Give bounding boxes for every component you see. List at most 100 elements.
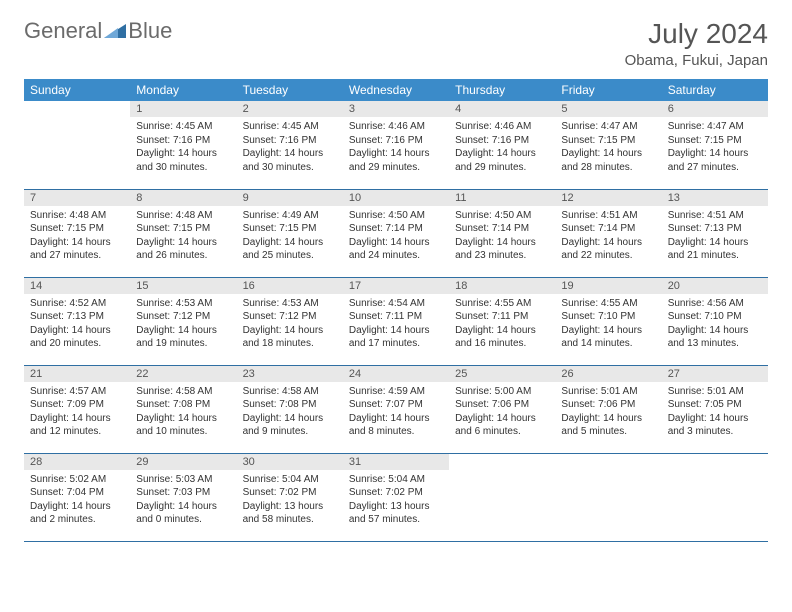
day-body: Sunrise: 4:48 AMSunset: 7:15 PMDaylight:… <box>24 206 130 269</box>
daylight-line1: Daylight: 14 hours <box>455 236 549 250</box>
day-number: 20 <box>662 278 768 294</box>
day-number: 21 <box>24 366 130 382</box>
calendar-cell: 14Sunrise: 4:52 AMSunset: 7:13 PMDayligh… <box>24 277 130 365</box>
sunrise: Sunrise: 4:55 AM <box>455 297 549 311</box>
day-number: 22 <box>130 366 236 382</box>
day-body: Sunrise: 5:01 AMSunset: 7:05 PMDaylight:… <box>662 382 768 445</box>
sunrise: Sunrise: 4:57 AM <box>30 385 124 399</box>
sunrise: Sunrise: 4:47 AM <box>561 120 655 134</box>
daylight-line1: Daylight: 14 hours <box>136 324 230 338</box>
daylight-line2: and 21 minutes. <box>668 249 762 263</box>
day-body: Sunrise: 4:46 AMSunset: 7:16 PMDaylight:… <box>343 117 449 180</box>
sunrise: Sunrise: 4:53 AM <box>136 297 230 311</box>
calendar-cell: 9Sunrise: 4:49 AMSunset: 7:15 PMDaylight… <box>237 189 343 277</box>
calendar-cell: 3Sunrise: 4:46 AMSunset: 7:16 PMDaylight… <box>343 101 449 189</box>
day-header: Friday <box>555 79 661 101</box>
sunrise: Sunrise: 4:51 AM <box>561 209 655 223</box>
sunrise: Sunrise: 4:55 AM <box>561 297 655 311</box>
daylight-line2: and 57 minutes. <box>349 513 443 527</box>
daylight-line2: and 17 minutes. <box>349 337 443 351</box>
day-body: Sunrise: 4:52 AMSunset: 7:13 PMDaylight:… <box>24 294 130 357</box>
logo-text-2: Blue <box>128 18 172 44</box>
daylight-line2: and 14 minutes. <box>561 337 655 351</box>
calendar-cell: 6Sunrise: 4:47 AMSunset: 7:15 PMDaylight… <box>662 101 768 189</box>
day-body: Sunrise: 4:56 AMSunset: 7:10 PMDaylight:… <box>662 294 768 357</box>
calendar-cell: 16Sunrise: 4:53 AMSunset: 7:12 PMDayligh… <box>237 277 343 365</box>
calendar-cell: 25Sunrise: 5:00 AMSunset: 7:06 PMDayligh… <box>449 365 555 453</box>
daylight-line2: and 58 minutes. <box>243 513 337 527</box>
sunrise: Sunrise: 4:59 AM <box>349 385 443 399</box>
daylight-line1: Daylight: 14 hours <box>561 236 655 250</box>
daylight-line2: and 18 minutes. <box>243 337 337 351</box>
day-number: 18 <box>449 278 555 294</box>
daylight-line1: Daylight: 14 hours <box>455 412 549 426</box>
sunrise: Sunrise: 4:45 AM <box>243 120 337 134</box>
daylight-line1: Daylight: 14 hours <box>243 236 337 250</box>
sunrise: Sunrise: 4:56 AM <box>668 297 762 311</box>
calendar-cell: 8Sunrise: 4:48 AMSunset: 7:15 PMDaylight… <box>130 189 236 277</box>
calendar-cell <box>555 453 661 541</box>
day-number: 5 <box>555 101 661 117</box>
calendar-head: SundayMondayTuesdayWednesdayThursdayFrid… <box>24 79 768 101</box>
sunset: Sunset: 7:12 PM <box>243 310 337 324</box>
daylight-line2: and 2 minutes. <box>30 513 124 527</box>
calendar-cell: 31Sunrise: 5:04 AMSunset: 7:02 PMDayligh… <box>343 453 449 541</box>
calendar-cell: 13Sunrise: 4:51 AMSunset: 7:13 PMDayligh… <box>662 189 768 277</box>
daylight-line2: and 29 minutes. <box>455 161 549 175</box>
day-body: Sunrise: 4:55 AMSunset: 7:10 PMDaylight:… <box>555 294 661 357</box>
daylight-line1: Daylight: 14 hours <box>349 412 443 426</box>
calendar-cell: 21Sunrise: 4:57 AMSunset: 7:09 PMDayligh… <box>24 365 130 453</box>
day-body: Sunrise: 4:57 AMSunset: 7:09 PMDaylight:… <box>24 382 130 445</box>
calendar-cell <box>449 453 555 541</box>
day-body: Sunrise: 5:02 AMSunset: 7:04 PMDaylight:… <box>24 470 130 533</box>
daylight-line2: and 27 minutes. <box>668 161 762 175</box>
calendar-cell: 1Sunrise: 4:45 AMSunset: 7:16 PMDaylight… <box>130 101 236 189</box>
sunset: Sunset: 7:11 PM <box>455 310 549 324</box>
day-body: Sunrise: 4:48 AMSunset: 7:15 PMDaylight:… <box>130 206 236 269</box>
sunset: Sunset: 7:14 PM <box>455 222 549 236</box>
sunrise: Sunrise: 4:46 AM <box>349 120 443 134</box>
sunset: Sunset: 7:13 PM <box>30 310 124 324</box>
day-number: 9 <box>237 190 343 206</box>
daylight-line1: Daylight: 14 hours <box>136 147 230 161</box>
day-body: Sunrise: 5:04 AMSunset: 7:02 PMDaylight:… <box>237 470 343 533</box>
sunrise: Sunrise: 4:58 AM <box>243 385 337 399</box>
sunset: Sunset: 7:16 PM <box>455 134 549 148</box>
day-body: Sunrise: 5:04 AMSunset: 7:02 PMDaylight:… <box>343 470 449 533</box>
calendar-cell: 5Sunrise: 4:47 AMSunset: 7:15 PMDaylight… <box>555 101 661 189</box>
sunrise: Sunrise: 4:50 AM <box>349 209 443 223</box>
sunset: Sunset: 7:04 PM <box>30 486 124 500</box>
calendar-cell: 30Sunrise: 5:04 AMSunset: 7:02 PMDayligh… <box>237 453 343 541</box>
calendar-cell: 7Sunrise: 4:48 AMSunset: 7:15 PMDaylight… <box>24 189 130 277</box>
calendar-cell <box>662 453 768 541</box>
daylight-line1: Daylight: 14 hours <box>668 324 762 338</box>
calendar-cell: 4Sunrise: 4:46 AMSunset: 7:16 PMDaylight… <box>449 101 555 189</box>
month-title: July 2024 <box>625 18 768 50</box>
sunset: Sunset: 7:02 PM <box>349 486 443 500</box>
daylight-line2: and 10 minutes. <box>136 425 230 439</box>
sunset: Sunset: 7:15 PM <box>561 134 655 148</box>
day-body: Sunrise: 4:45 AMSunset: 7:16 PMDaylight:… <box>130 117 236 180</box>
day-body: Sunrise: 4:51 AMSunset: 7:14 PMDaylight:… <box>555 206 661 269</box>
daylight-line1: Daylight: 14 hours <box>455 324 549 338</box>
sunset: Sunset: 7:05 PM <box>668 398 762 412</box>
calendar-row: 28Sunrise: 5:02 AMSunset: 7:04 PMDayligh… <box>24 453 768 541</box>
calendar-cell: 17Sunrise: 4:54 AMSunset: 7:11 PMDayligh… <box>343 277 449 365</box>
location: Obama, Fukui, Japan <box>625 52 768 69</box>
sunset: Sunset: 7:14 PM <box>561 222 655 236</box>
day-number: 6 <box>662 101 768 117</box>
sunset: Sunset: 7:16 PM <box>349 134 443 148</box>
calendar-cell <box>24 101 130 189</box>
daylight-line1: Daylight: 13 hours <box>243 500 337 514</box>
day-number: 25 <box>449 366 555 382</box>
calendar-cell: 24Sunrise: 4:59 AMSunset: 7:07 PMDayligh… <box>343 365 449 453</box>
day-number: 15 <box>130 278 236 294</box>
daylight-line2: and 30 minutes. <box>136 161 230 175</box>
day-number: 17 <box>343 278 449 294</box>
daylight-line2: and 27 minutes. <box>30 249 124 263</box>
daylight-line1: Daylight: 14 hours <box>30 500 124 514</box>
sunrise: Sunrise: 4:48 AM <box>136 209 230 223</box>
sunrise: Sunrise: 4:45 AM <box>136 120 230 134</box>
day-number: 7 <box>24 190 130 206</box>
calendar-cell: 12Sunrise: 4:51 AMSunset: 7:14 PMDayligh… <box>555 189 661 277</box>
